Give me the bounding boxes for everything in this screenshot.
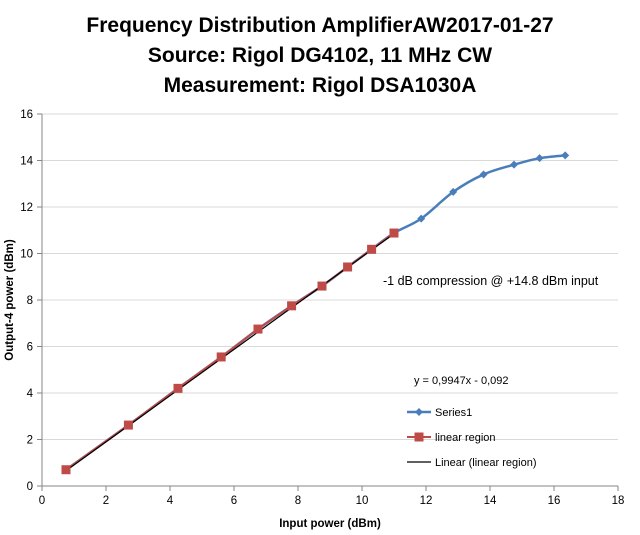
linear-region-point-7 <box>343 262 353 272</box>
linear-region-point-8 <box>367 244 377 254</box>
chart-title-line-3: Measurement: Rigol DSA1030A <box>163 74 477 97</box>
linear-region-point-9 <box>389 228 399 238</box>
linear-region-point-5 <box>287 301 297 311</box>
x-tick-label-0: 0 <box>39 495 45 507</box>
x-tick-label-7: 14 <box>484 495 497 507</box>
x-tick-label-4: 8 <box>295 495 301 507</box>
series1-point-10 <box>417 214 426 223</box>
y-tick-label-4: 8 <box>27 295 33 307</box>
y-tick-label-1: 2 <box>27 435 33 447</box>
grid <box>42 113 618 440</box>
y-tick-label-2: 4 <box>27 388 34 400</box>
y-tick-label-6: 12 <box>20 202 33 214</box>
x-tick-label-8: 16 <box>548 495 561 507</box>
legend-linear-region-label: linear region <box>435 432 496 444</box>
linear-region-point-0 <box>61 465 71 475</box>
legend-trendline-label: Linear (linear region) <box>435 457 537 469</box>
y-tick-label-5: 10 <box>20 249 33 261</box>
x-tick-label-1: 2 <box>103 495 109 507</box>
series1-point-14 <box>535 154 544 163</box>
trendline <box>65 233 395 472</box>
legend-linear-region-marker <box>414 432 424 442</box>
trendline-equation: y = 0,9947x - 0,092 <box>414 375 508 387</box>
y-tick-label-7: 14 <box>20 156 33 168</box>
legend-series1-label: Series1 <box>435 407 472 419</box>
y-tick-label-3: 6 <box>27 342 33 354</box>
chart-title-line-2: Source: Rigol DG4102, 11 MHz CW <box>147 44 493 67</box>
y-tick-label-0: 0 <box>27 481 33 493</box>
legend: Series1 linear region Linear (linear regio… <box>407 407 537 469</box>
linear-region-point-3 <box>216 352 226 362</box>
x-tick-label-9: 18 <box>612 495 625 507</box>
linear-region-point-4 <box>253 324 263 334</box>
series1-point-13 <box>510 160 518 169</box>
linear-region-point-2 <box>173 383 183 393</box>
legend-series1-marker <box>415 408 423 416</box>
y-axis-title: Output-4 power (dBm) <box>4 239 16 361</box>
linear-region-point-6 <box>317 281 327 291</box>
y-tick-label-8: 16 <box>20 109 33 121</box>
linear-region-point-1 <box>123 420 133 430</box>
axes: 0 2 4 6 8 10 12 14 16 18 0 2 4 6 8 10 12 14 16 <box>20 109 624 507</box>
series1-point-15 <box>561 151 570 160</box>
series1-point-11 <box>449 187 458 196</box>
chart-title-line-1: Frequency Distribution AmplifierAW2017-0… <box>86 14 554 37</box>
series-layer <box>61 151 570 475</box>
x-tick-label-6: 12 <box>420 495 433 507</box>
x-tick-label-3: 6 <box>231 495 237 507</box>
x-tick-label-2: 4 <box>167 495 174 507</box>
series1-point-12 <box>479 170 488 179</box>
x-tick-label-5: 10 <box>356 495 369 507</box>
compression-annotation: -1 dB compression @ +14.8 dBm input <box>383 274 599 288</box>
x-axis-title: Input power (dBm) <box>279 518 381 530</box>
series1-line <box>65 154 566 471</box>
